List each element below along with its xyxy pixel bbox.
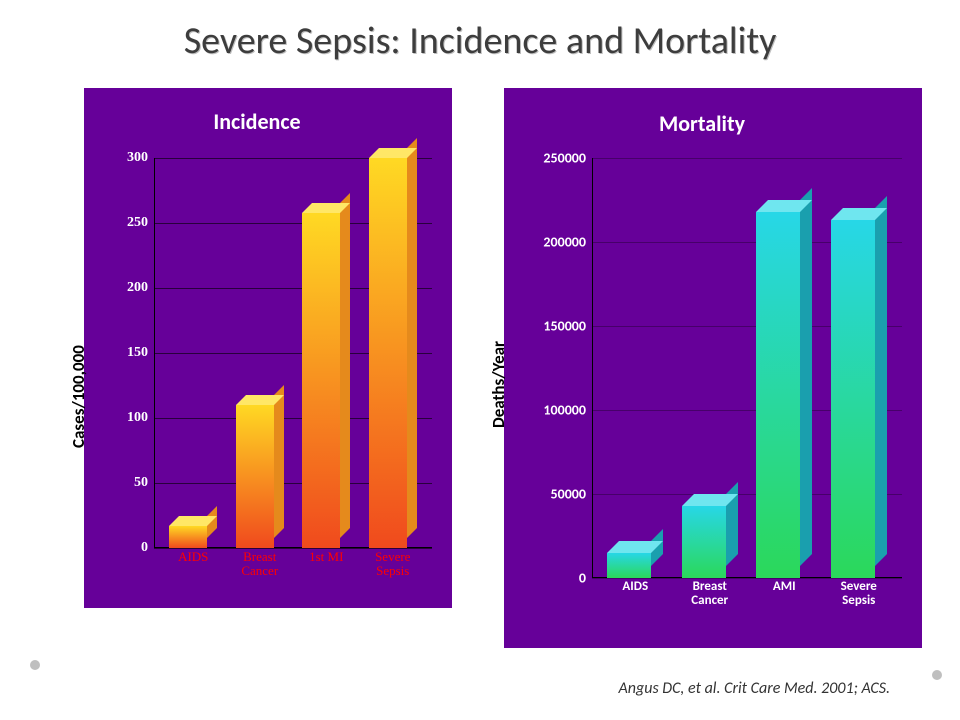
y-tick-label: 200: [127, 280, 154, 296]
decor-bullet-icon: [932, 670, 942, 680]
bar: [293, 213, 360, 548]
bars-container: [154, 158, 432, 548]
y-tick-label: 150: [127, 345, 154, 361]
y-tick-label: 0: [141, 540, 154, 556]
x-category-label: BreastCancer: [673, 580, 748, 608]
y-tick-label: 50: [134, 475, 154, 491]
slide-title: Severe Sepsis: Incidence and Mortality: [0, 18, 960, 64]
bar-side: [274, 385, 284, 538]
bar-front: [236, 405, 274, 548]
bar-front: [682, 506, 726, 578]
bar: [160, 526, 227, 548]
x-category-label: SevereSepsis: [360, 550, 427, 578]
decor-bullet-icon: [30, 660, 40, 670]
mortality-plot: 050000100000150000200000250000AIDSBreast…: [592, 158, 902, 608]
bar-side: [340, 193, 350, 538]
bar: [227, 405, 294, 548]
y-tick-label: 150000: [543, 318, 592, 335]
bar: [673, 506, 748, 578]
bar-front: [369, 158, 407, 548]
x-category-label: 1st MI: [293, 550, 360, 578]
y-tick-label: 0: [579, 570, 592, 587]
incidence-y-label: Cases/100,000: [68, 345, 89, 448]
bar-front: [756, 212, 800, 578]
x-categories: AIDSBreastCancerAMISevereSepsis: [592, 580, 902, 608]
x-category-label: AIDS: [598, 580, 673, 608]
y-tick-label: 250000: [543, 150, 592, 167]
citation: Angus DC, et al. Crit Care Med. 2001; AC…: [619, 679, 890, 698]
x-categories: AIDSBreastCancer1st MISevereSepsis: [154, 550, 432, 578]
bar-front: [831, 220, 875, 578]
y-tick-label: 50000: [551, 486, 592, 503]
incidence-plot: 050100150200250300AIDSBreastCancer1st MI…: [154, 158, 432, 578]
x-category-label: SevereSepsis: [822, 580, 897, 608]
incidence-title: Incidence: [62, 108, 452, 135]
mortality-title: Mortality: [482, 110, 922, 137]
bar-side: [407, 138, 417, 538]
x-category-label: AIDS: [160, 550, 227, 578]
x-category-label: BreastCancer: [227, 550, 294, 578]
bar-front: [169, 526, 207, 548]
bar-front: [302, 213, 340, 548]
y-tick-label: 100: [127, 410, 154, 426]
y-tick-label: 200000: [543, 234, 592, 251]
bar: [747, 212, 822, 578]
y-tick-label: 300: [127, 150, 154, 166]
bar: [822, 220, 897, 578]
y-tick-label: 100000: [543, 402, 592, 419]
bar: [598, 553, 673, 578]
slide: Severe Sepsis: Incidence and Mortality I…: [0, 0, 960, 720]
y-tick-label: 250: [127, 215, 154, 231]
bar: [360, 158, 427, 548]
bar-side: [875, 196, 887, 566]
mortality-panel: Mortality Deaths/Year 050000100000150000…: [482, 88, 922, 648]
charts-row: Incidence Cases/100,000 0501001502002503…: [62, 88, 922, 648]
x-category-label: AMI: [747, 580, 822, 608]
incidence-panel: Incidence Cases/100,000 0501001502002503…: [62, 88, 452, 628]
bars-container: [592, 158, 902, 578]
mortality-y-label: Deaths/Year: [488, 341, 509, 428]
bar-side: [800, 188, 812, 566]
bar-front: [607, 553, 651, 578]
